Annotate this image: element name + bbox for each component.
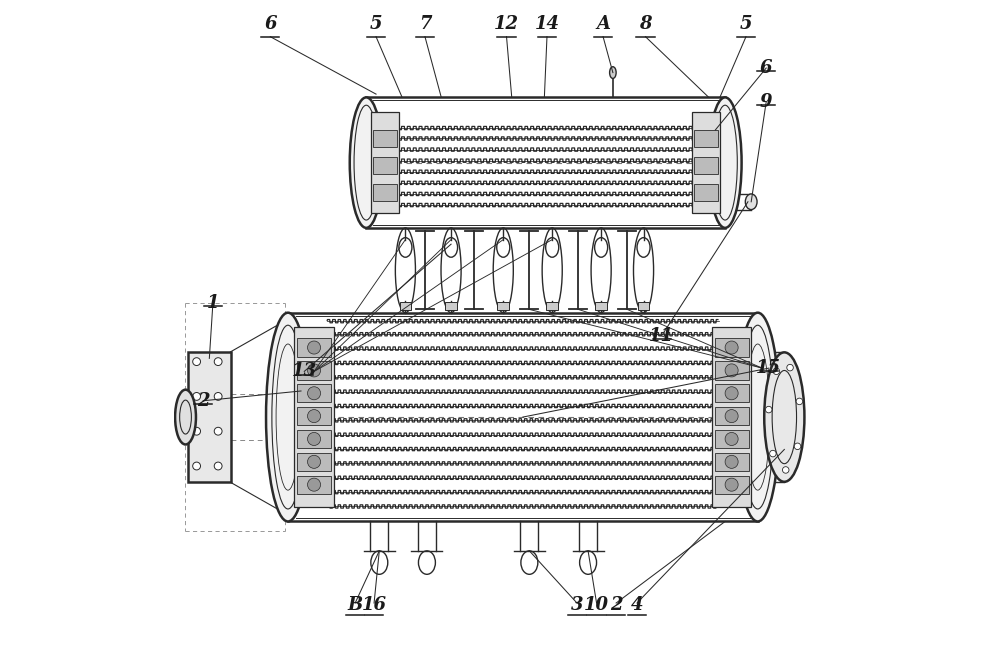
- Bar: [297, 361, 331, 380]
- Text: 2: 2: [197, 392, 209, 410]
- Bar: [297, 476, 331, 494]
- Bar: [297, 384, 331, 403]
- Ellipse shape: [736, 313, 780, 522]
- Bar: [188, 352, 231, 482]
- Bar: [297, 453, 331, 471]
- Text: 15: 15: [756, 359, 781, 377]
- Ellipse shape: [266, 313, 310, 522]
- Text: A: A: [596, 14, 610, 33]
- Bar: [715, 384, 749, 403]
- Ellipse shape: [175, 390, 196, 445]
- Bar: [595, 302, 607, 310]
- Bar: [294, 327, 334, 507]
- Text: 8: 8: [639, 14, 652, 33]
- Text: 12: 12: [494, 14, 519, 33]
- Bar: [373, 157, 397, 174]
- Ellipse shape: [308, 409, 321, 422]
- Ellipse shape: [308, 478, 321, 492]
- Text: 10: 10: [584, 596, 609, 614]
- Bar: [694, 157, 718, 174]
- Ellipse shape: [709, 97, 742, 228]
- Bar: [715, 453, 749, 471]
- Text: 6: 6: [760, 59, 772, 77]
- Text: 9: 9: [760, 93, 772, 111]
- Bar: [373, 184, 397, 201]
- Ellipse shape: [773, 368, 780, 374]
- Text: 14: 14: [534, 14, 559, 33]
- Ellipse shape: [725, 409, 738, 422]
- Ellipse shape: [214, 358, 222, 366]
- Text: 13: 13: [292, 363, 317, 380]
- Bar: [297, 430, 331, 448]
- Ellipse shape: [782, 467, 789, 473]
- Bar: [715, 476, 749, 494]
- Ellipse shape: [725, 432, 738, 445]
- Ellipse shape: [725, 341, 738, 354]
- Ellipse shape: [796, 398, 803, 405]
- Ellipse shape: [350, 97, 383, 228]
- Ellipse shape: [308, 387, 321, 400]
- Ellipse shape: [214, 462, 222, 470]
- Bar: [497, 302, 509, 310]
- Ellipse shape: [770, 450, 776, 457]
- Ellipse shape: [765, 407, 772, 413]
- Bar: [715, 430, 749, 448]
- Bar: [715, 407, 749, 425]
- Bar: [715, 338, 749, 357]
- Ellipse shape: [193, 358, 201, 366]
- Ellipse shape: [764, 352, 804, 482]
- Text: 3: 3: [571, 596, 583, 614]
- Text: 16: 16: [362, 596, 387, 614]
- Ellipse shape: [725, 364, 738, 377]
- Bar: [638, 302, 649, 310]
- Ellipse shape: [745, 194, 757, 210]
- Ellipse shape: [214, 393, 222, 400]
- Bar: [297, 407, 331, 425]
- Bar: [445, 302, 457, 310]
- Text: 2: 2: [610, 596, 622, 614]
- Text: 6: 6: [264, 14, 277, 33]
- Text: 7: 7: [419, 14, 431, 33]
- Ellipse shape: [725, 387, 738, 400]
- Bar: [694, 184, 718, 201]
- Ellipse shape: [193, 393, 201, 400]
- Ellipse shape: [308, 341, 321, 354]
- Ellipse shape: [794, 443, 801, 449]
- Text: 5: 5: [370, 14, 382, 33]
- Bar: [400, 302, 411, 310]
- Bar: [373, 130, 397, 147]
- Text: 5: 5: [740, 14, 752, 33]
- Ellipse shape: [193, 462, 201, 470]
- Bar: [297, 338, 331, 357]
- Bar: [694, 130, 718, 147]
- Text: 11: 11: [649, 326, 674, 345]
- Bar: [692, 112, 720, 213]
- Text: B: B: [348, 596, 363, 614]
- Ellipse shape: [193, 427, 201, 435]
- Ellipse shape: [725, 455, 738, 468]
- Ellipse shape: [308, 364, 321, 377]
- Bar: [546, 302, 558, 310]
- Text: 4: 4: [631, 596, 643, 614]
- Ellipse shape: [214, 427, 222, 435]
- Bar: [715, 361, 749, 380]
- Ellipse shape: [308, 455, 321, 468]
- Bar: [712, 327, 751, 507]
- Ellipse shape: [610, 66, 616, 78]
- Bar: [371, 112, 399, 213]
- Text: 1: 1: [207, 294, 219, 312]
- Ellipse shape: [787, 365, 793, 371]
- Ellipse shape: [725, 478, 738, 492]
- Ellipse shape: [308, 432, 321, 445]
